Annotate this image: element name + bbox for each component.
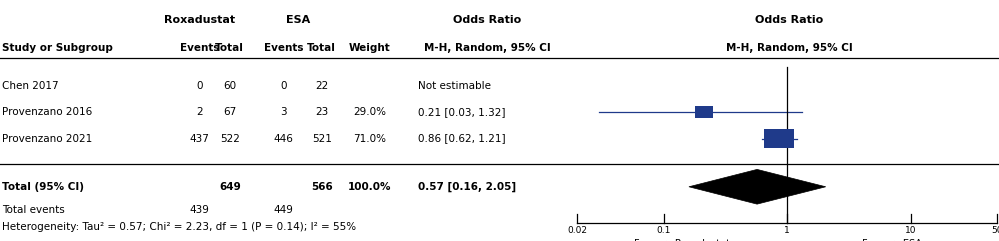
Text: 29.0%: 29.0%: [353, 107, 387, 117]
Text: Heterogeneity: Tau² = 0.57; Chi² = 2.23, df = 1 (P = 0.14); I² = 55%: Heterogeneity: Tau² = 0.57; Chi² = 2.23,…: [2, 222, 356, 232]
Text: 2: 2: [197, 107, 203, 117]
Text: 0.57 [0.16, 2.05]: 0.57 [0.16, 2.05]: [418, 182, 515, 192]
Polygon shape: [689, 169, 826, 204]
Text: Weight: Weight: [349, 43, 391, 53]
Text: 0: 0: [281, 80, 287, 91]
Text: Total: Total: [308, 43, 336, 53]
Text: 521: 521: [312, 134, 332, 144]
Text: Provenzano 2021: Provenzano 2021: [2, 134, 92, 144]
Text: 0: 0: [197, 80, 203, 91]
Text: Chen 2017: Chen 2017: [2, 80, 59, 91]
Text: ESA: ESA: [286, 15, 310, 26]
Text: 67: 67: [223, 107, 237, 117]
Text: Roxadustat: Roxadustat: [164, 15, 236, 26]
Text: 0.02: 0.02: [567, 226, 587, 235]
Text: 60: 60: [223, 80, 237, 91]
Text: 522: 522: [220, 134, 240, 144]
Text: 100.0%: 100.0%: [348, 182, 392, 192]
Text: 449: 449: [274, 205, 294, 215]
Text: 23: 23: [315, 107, 329, 117]
Text: 3: 3: [281, 107, 287, 117]
Text: Study or Subgroup: Study or Subgroup: [2, 43, 113, 53]
Text: 437: 437: [190, 134, 210, 144]
Text: Odds Ratio: Odds Ratio: [755, 15, 823, 26]
Bar: [694, 106, 712, 118]
Text: M-H, Random, 95% CI: M-H, Random, 95% CI: [726, 43, 852, 53]
Text: Events: Events: [180, 43, 220, 53]
Text: M-H, Random, 95% CI: M-H, Random, 95% CI: [425, 43, 550, 53]
Text: Total (95% CI): Total (95% CI): [2, 182, 84, 192]
Text: 1: 1: [784, 226, 790, 235]
Text: 566: 566: [311, 182, 333, 192]
Text: 0.21 [0.03, 1.32]: 0.21 [0.03, 1.32]: [418, 107, 505, 117]
Text: 10: 10: [905, 226, 916, 235]
Bar: [764, 129, 794, 148]
Text: 0.1: 0.1: [656, 226, 671, 235]
Text: Odds Ratio: Odds Ratio: [454, 15, 521, 26]
Text: 446: 446: [274, 134, 294, 144]
Text: Total: Total: [216, 43, 244, 53]
Text: Total events: Total events: [2, 205, 65, 215]
Text: Provenzano 2016: Provenzano 2016: [2, 107, 92, 117]
Text: 649: 649: [219, 182, 241, 192]
Text: Favours ESA: Favours ESA: [862, 239, 922, 241]
Text: 22: 22: [315, 80, 329, 91]
Text: 0.86 [0.62, 1.21]: 0.86 [0.62, 1.21]: [418, 134, 505, 144]
Text: 50: 50: [991, 226, 999, 235]
Text: 439: 439: [190, 205, 210, 215]
Text: Not estimable: Not estimable: [418, 80, 491, 91]
Text: Events: Events: [264, 43, 304, 53]
Text: 71.0%: 71.0%: [353, 134, 387, 144]
Text: Favours Roxadustat: Favours Roxadustat: [634, 239, 730, 241]
